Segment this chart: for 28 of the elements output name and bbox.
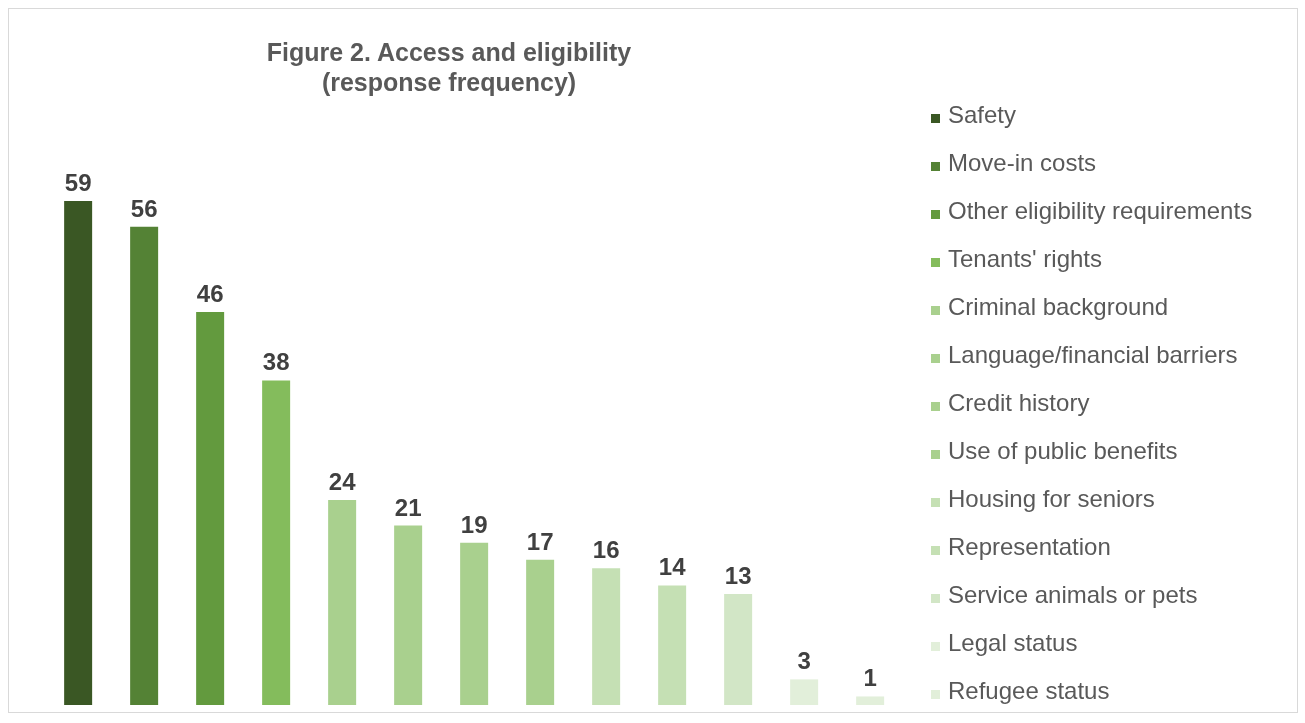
chart-title: Figure 2. Access and eligibility (265, 37, 633, 67)
data-label: 21 (394, 493, 422, 521)
data-label: 16 (592, 536, 620, 564)
legend-label: Safety (948, 101, 1017, 128)
data-label: 46 (196, 280, 224, 308)
data-label: 3 (797, 647, 811, 675)
data-label: 1 (863, 664, 877, 692)
legend-label: Credit history (948, 389, 1090, 416)
data-label: 38 (262, 348, 290, 376)
data-label: 56 (130, 194, 158, 222)
legend-label: Language/financial barriers (948, 341, 1238, 368)
legend-label: Move-in costs (948, 149, 1097, 176)
data-label: 59 (64, 169, 92, 196)
data-label: 13 (724, 561, 752, 589)
data-label: 24 (328, 467, 357, 495)
legend-label: Service animals or pets (948, 581, 1198, 608)
legend-label: Refugee status (948, 677, 1110, 704)
data-label: 19 (460, 510, 488, 538)
legend-label: Housing for seniors (948, 485, 1155, 512)
legend-label: Tenants' rights (948, 245, 1102, 272)
data-label: 17 (526, 527, 554, 555)
chart-subtitle: (response frequency) (320, 67, 578, 97)
legend-label: Criminal background (948, 293, 1169, 320)
legend-label: Legal status (948, 629, 1078, 656)
legend-label: Other eligibility requirements (948, 197, 1253, 224)
legend-label: Use of public benefits (948, 437, 1178, 464)
data-label: 14 (658, 553, 687, 581)
legend-label: Representation (948, 533, 1111, 560)
